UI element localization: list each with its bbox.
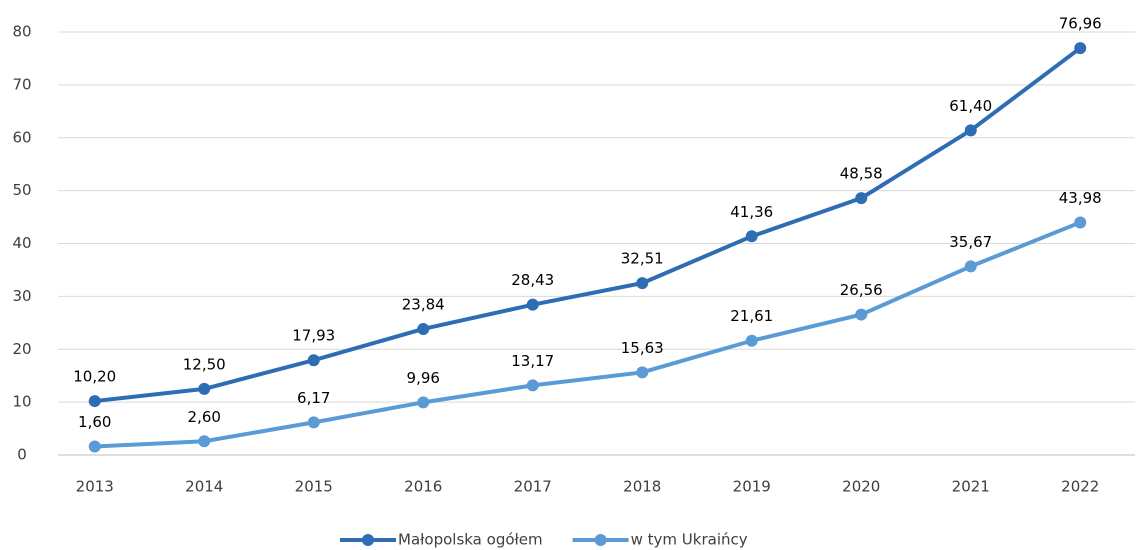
- point: [88, 440, 101, 453]
- point: [307, 416, 320, 429]
- y-tick-label: 80: [12, 23, 31, 41]
- point: [745, 230, 758, 243]
- point: [526, 379, 539, 392]
- x-tick-label: 2016: [404, 478, 442, 496]
- value-label: 15,63: [621, 339, 664, 357]
- value-label: 76,96: [1059, 15, 1102, 33]
- value-label: 35,67: [949, 233, 992, 251]
- point: [964, 124, 977, 137]
- point: [636, 366, 649, 379]
- value-label: 17,93: [292, 327, 335, 345]
- y-tick-label: 10: [12, 393, 31, 411]
- y-tick-label: 40: [12, 234, 31, 252]
- series-line: [94, 220, 1081, 449]
- point: [636, 277, 649, 290]
- x-tick-label: 2020: [842, 478, 880, 496]
- legend-marker: [362, 534, 374, 546]
- legend-label: w tym Ukraińcy: [631, 531, 748, 549]
- x-tick-label: 2013: [76, 478, 114, 496]
- point: [198, 435, 211, 448]
- y-tick-label: 60: [12, 128, 31, 146]
- y-tick-label: 20: [12, 340, 31, 358]
- point: [1074, 42, 1087, 55]
- value-label: 28,43: [511, 271, 554, 289]
- point: [526, 298, 539, 311]
- x-tick-label: 2018: [623, 478, 661, 496]
- value-label: 41,36: [730, 203, 773, 221]
- point: [855, 192, 868, 205]
- x-tick-label: 2015: [295, 478, 333, 496]
- value-label: 6,17: [297, 389, 330, 407]
- y-tick-label: 50: [12, 181, 31, 199]
- point: [964, 260, 977, 273]
- legend-marker: [594, 534, 607, 546]
- value-label: 2,60: [188, 408, 221, 426]
- value-label: 13,17: [511, 352, 554, 370]
- value-label: 48,58: [840, 165, 883, 183]
- value-label: 1,60: [78, 413, 111, 431]
- value-label: 10,20: [73, 368, 116, 386]
- value-label: 32,51: [621, 250, 664, 268]
- x-tick-label: 2021: [952, 478, 990, 496]
- value-label: 21,61: [730, 307, 773, 325]
- point: [855, 308, 868, 321]
- x-tick-label: 2019: [733, 478, 771, 496]
- value-label: 26,56: [840, 281, 883, 299]
- x-tick-label: 2022: [1061, 478, 1099, 496]
- point: [307, 354, 320, 367]
- value-label: 23,84: [402, 295, 445, 313]
- value-label: 9,96: [407, 369, 440, 387]
- y-tick-label: 0: [17, 446, 27, 464]
- value-label: 12,50: [183, 355, 226, 373]
- value-label: 43,98: [1059, 189, 1102, 207]
- point: [1074, 216, 1087, 229]
- x-tick-label: 2017: [514, 478, 552, 496]
- legend-label: Małopolska ogółem: [398, 531, 543, 549]
- y-tick-label: 70: [12, 75, 31, 93]
- point: [417, 396, 430, 409]
- point: [417, 322, 430, 335]
- point: [88, 395, 101, 408]
- point: [745, 334, 758, 347]
- series-line: [94, 46, 1082, 404]
- y-tick-label: 30: [12, 287, 31, 305]
- value-label: 61,40: [949, 97, 992, 115]
- point: [198, 382, 211, 395]
- x-tick-label: 2014: [185, 478, 223, 496]
